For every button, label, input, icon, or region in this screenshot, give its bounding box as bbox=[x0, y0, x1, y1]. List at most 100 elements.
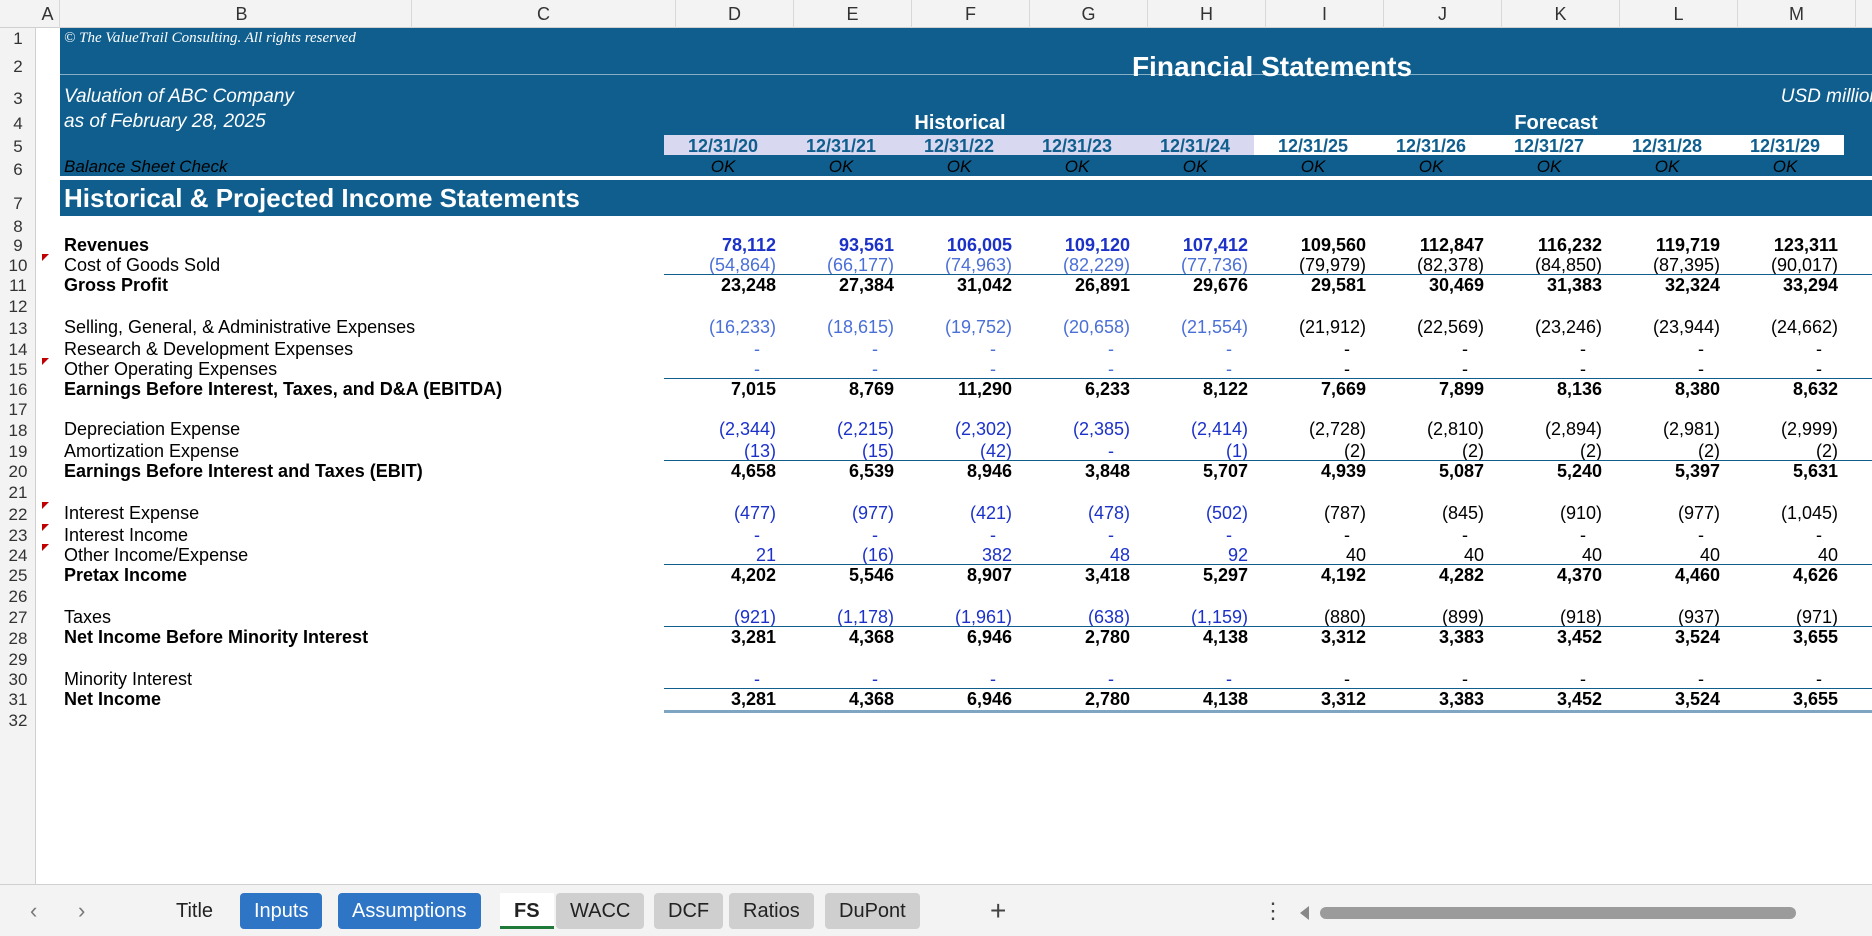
value-cell[interactable]: - bbox=[1726, 668, 1844, 690]
value-cell[interactable]: (2) bbox=[1372, 440, 1484, 462]
value-cell[interactable]: (2,999) bbox=[1726, 418, 1838, 440]
value-cell[interactable]: (2,385) bbox=[1018, 418, 1130, 440]
row-number[interactable]: 15 bbox=[0, 360, 36, 380]
value-cell[interactable]: 3,383 bbox=[1372, 688, 1484, 710]
value-cell[interactable]: (2,981) bbox=[1608, 418, 1720, 440]
value-cell[interactable]: 33,294 bbox=[1726, 274, 1838, 296]
value-cell[interactable]: 8,769 bbox=[782, 378, 894, 400]
value-cell[interactable]: - bbox=[1136, 358, 1254, 380]
value-cell[interactable]: - bbox=[1018, 668, 1136, 690]
value-cell[interactable]: - bbox=[1490, 338, 1608, 360]
value-cell[interactable]: - bbox=[1608, 524, 1726, 546]
value-cell[interactable]: - bbox=[1018, 338, 1136, 360]
value-cell[interactable]: 5,240 bbox=[1490, 460, 1602, 482]
more-options-icon[interactable]: ⋮ bbox=[1262, 893, 1284, 929]
value-cell[interactable]: 7,899 bbox=[1372, 378, 1484, 400]
value-cell[interactable]: (82,378) bbox=[1372, 254, 1484, 276]
value-cell[interactable]: (79,979) bbox=[1254, 254, 1366, 276]
value-cell[interactable]: - bbox=[1018, 524, 1136, 546]
value-cell[interactable]: (977) bbox=[782, 502, 894, 524]
value-cell[interactable]: 3,524 bbox=[1608, 626, 1720, 648]
row-number[interactable]: 24 bbox=[0, 546, 36, 566]
value-cell[interactable]: - bbox=[1254, 358, 1372, 380]
value-cell[interactable]: - bbox=[1136, 668, 1254, 690]
tab-dupont[interactable]: DuPont bbox=[825, 893, 920, 929]
value-cell[interactable]: - bbox=[1490, 358, 1608, 380]
value-cell[interactable]: (2) bbox=[1490, 440, 1602, 462]
value-cell[interactable]: (502) bbox=[1136, 502, 1248, 524]
value-cell[interactable]: 8,122 bbox=[1136, 378, 1248, 400]
value-cell[interactable]: (2,215) bbox=[782, 418, 894, 440]
value-cell[interactable]: - bbox=[900, 524, 1018, 546]
value-cell[interactable]: 107,412 bbox=[1136, 234, 1248, 256]
column-header-h[interactable]: H bbox=[1148, 0, 1266, 28]
line-item-label[interactable]: Amortization Expense bbox=[64, 440, 239, 462]
row-number[interactable]: 18 bbox=[0, 420, 36, 442]
value-cell[interactable]: (2,344) bbox=[664, 418, 776, 440]
value-cell[interactable]: (2,810) bbox=[1372, 418, 1484, 440]
value-cell[interactable]: 7,669 bbox=[1254, 378, 1366, 400]
value-cell[interactable]: 3,281 bbox=[664, 688, 776, 710]
value-cell[interactable]: 123,311 bbox=[1726, 234, 1838, 256]
line-item-label[interactable]: Other Operating Expenses bbox=[64, 358, 277, 380]
value-cell[interactable]: - bbox=[782, 358, 900, 380]
value-cell[interactable]: 8,907 bbox=[900, 564, 1012, 586]
row-number[interactable]: 17 bbox=[0, 400, 36, 420]
value-cell[interactable]: (787) bbox=[1254, 502, 1366, 524]
value-cell[interactable]: (15) bbox=[782, 440, 894, 462]
value-cell[interactable]: 8,946 bbox=[900, 460, 1012, 482]
value-cell[interactable]: (42) bbox=[900, 440, 1012, 462]
value-cell[interactable]: 4,626 bbox=[1726, 564, 1838, 586]
column-header-f[interactable]: F bbox=[912, 0, 1030, 28]
column-header-l[interactable]: L bbox=[1620, 0, 1738, 28]
row-number[interactable]: 32 bbox=[0, 710, 36, 732]
value-cell[interactable]: (23,944) bbox=[1608, 316, 1720, 338]
column-header-e[interactable]: E bbox=[794, 0, 912, 28]
row-number[interactable]: 11 bbox=[0, 276, 36, 296]
value-cell[interactable]: 6,233 bbox=[1018, 378, 1130, 400]
next-sheet-button[interactable]: › bbox=[78, 893, 85, 929]
line-item-label[interactable]: Interest Income bbox=[64, 524, 188, 546]
line-item-label[interactable]: Interest Expense bbox=[64, 502, 199, 524]
value-cell[interactable]: 11,290 bbox=[900, 378, 1012, 400]
line-item-label[interactable]: Selling, General, & Administrative Expen… bbox=[64, 316, 415, 338]
row-number[interactable]: 3 bbox=[0, 86, 36, 111]
row-number[interactable]: 20 bbox=[0, 462, 36, 482]
row-number[interactable]: 27 bbox=[0, 608, 36, 628]
value-cell[interactable]: 40 bbox=[1254, 544, 1366, 566]
prev-sheet-button[interactable]: ‹ bbox=[30, 893, 37, 929]
value-cell[interactable]: (2) bbox=[1608, 440, 1720, 462]
value-cell[interactable]: - bbox=[664, 524, 782, 546]
value-cell[interactable]: 4,460 bbox=[1608, 564, 1720, 586]
value-cell[interactable]: 92 bbox=[1136, 544, 1248, 566]
value-cell[interactable]: - bbox=[1372, 668, 1490, 690]
value-cell[interactable]: (82,229) bbox=[1018, 254, 1130, 276]
value-cell[interactable]: (1) bbox=[1136, 440, 1248, 462]
row-number[interactable]: 5 bbox=[0, 136, 36, 158]
column-header-d[interactable]: D bbox=[676, 0, 794, 28]
line-item-label[interactable]: Minority Interest bbox=[64, 668, 192, 690]
value-cell[interactable]: - bbox=[1608, 668, 1726, 690]
value-cell[interactable]: 4,138 bbox=[1136, 626, 1248, 648]
value-cell[interactable]: 3,848 bbox=[1018, 460, 1130, 482]
line-item-label[interactable]: Cost of Goods Sold bbox=[64, 254, 220, 276]
value-cell[interactable]: (19,752) bbox=[900, 316, 1012, 338]
value-cell[interactable]: (1,961) bbox=[900, 606, 1012, 628]
value-cell[interactable]: - bbox=[664, 668, 782, 690]
value-cell[interactable]: 40 bbox=[1490, 544, 1602, 566]
line-item-label[interactable]: Other Income/Expense bbox=[64, 544, 248, 566]
line-item-label[interactable]: Net Income bbox=[64, 688, 161, 710]
row-number[interactable]: 21 bbox=[0, 482, 36, 504]
row-number[interactable]: 13 bbox=[0, 318, 36, 340]
comment-indicator-icon[interactable] bbox=[42, 524, 49, 531]
row-number[interactable]: 22 bbox=[0, 504, 36, 526]
value-cell[interactable]: - bbox=[782, 524, 900, 546]
value-cell[interactable]: - bbox=[1608, 338, 1726, 360]
value-cell[interactable]: (899) bbox=[1372, 606, 1484, 628]
value-cell[interactable]: (2,894) bbox=[1490, 418, 1602, 440]
row-number[interactable]: 19 bbox=[0, 442, 36, 462]
value-cell[interactable]: 3,452 bbox=[1490, 626, 1602, 648]
row-number[interactable]: 9 bbox=[0, 236, 36, 256]
line-item-label[interactable]: Revenues bbox=[64, 234, 149, 256]
row-number[interactable]: 1 bbox=[0, 30, 36, 48]
